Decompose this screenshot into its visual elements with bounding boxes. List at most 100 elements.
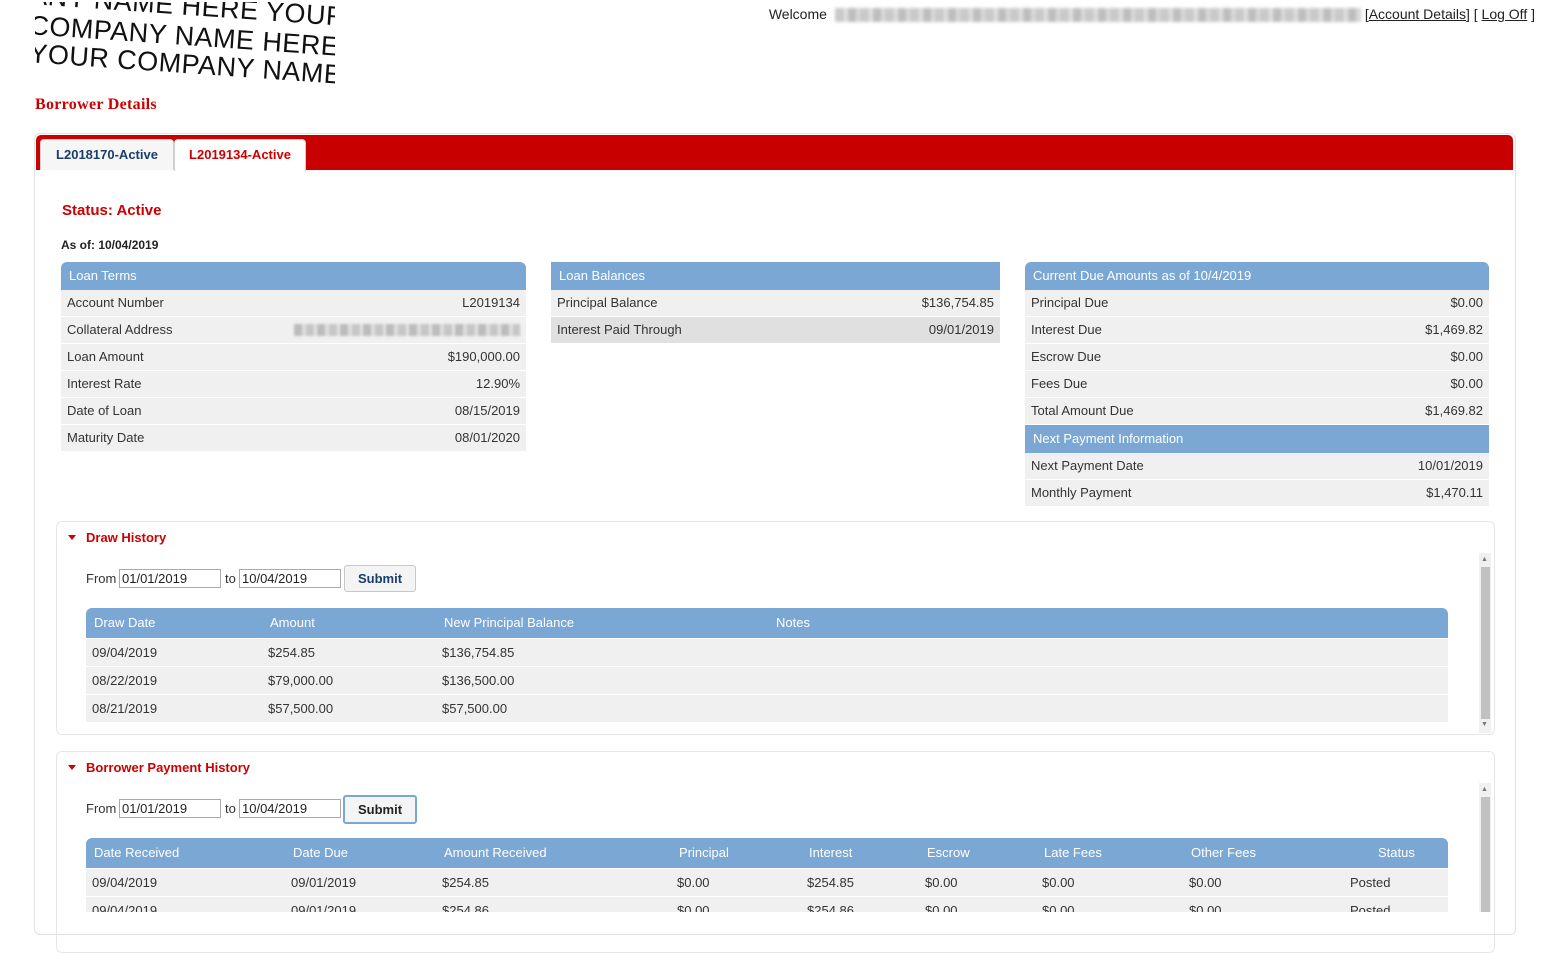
cell: $136,500.00 <box>442 673 515 688</box>
cell: $57,500.00 <box>442 701 508 716</box>
column-header[interactable]: Other Fees <box>1191 845 1257 860</box>
collapse-caret-icon[interactable] <box>68 765 76 770</box>
column-header[interactable]: Interest <box>809 845 853 860</box>
row-label: Loan Amount <box>67 349 144 364</box>
cell: 09/01/2019 <box>291 903 357 913</box>
next-payment-row: Next Payment Date 10/01/2019 <box>1025 453 1489 480</box>
bracket: [ <box>1364 6 1369 22</box>
loan-balances-header: Loan Balances <box>551 262 1000 290</box>
row-label: Principal Balance <box>557 295 658 310</box>
current-due-row: Total Amount Due $1,469.82 <box>1025 398 1489 425</box>
loan-terms-row: Account Number L2019134 <box>61 290 526 317</box>
cell: $254.86 <box>442 903 489 913</box>
row-value: 08/01/2020 <box>454 430 520 445</box>
current-due-table: Current Due Amounts as of 10/4/2019 Prin… <box>1025 262 1489 507</box>
column-header[interactable]: Amount <box>270 615 315 630</box>
draw-to-date-input[interactable] <box>239 569 341 588</box>
as-of-date: As of: 10/04/2019 <box>61 238 159 252</box>
redacted-collateral-address <box>294 324 520 336</box>
cell: $79,000.00 <box>268 673 334 688</box>
payment-history-scrollbar[interactable]: ▲ <box>1479 783 1491 912</box>
row-label: Monthly Payment <box>1031 485 1132 500</box>
row-value: $1,469.82 <box>1425 322 1483 337</box>
company-logo: ANY NAME HERE YOUR COMPANY COMPANY NAME … <box>35 2 335 86</box>
cell: 09/04/2019 <box>92 903 158 913</box>
column-header[interactable]: Amount Received <box>444 845 547 860</box>
tab-loan-l2018170[interactable]: L2018170-Active <box>40 139 174 170</box>
cell: $254.85 <box>268 645 315 660</box>
scrollbar-thumb[interactable] <box>1481 567 1490 719</box>
column-header[interactable]: Status <box>1378 845 1415 860</box>
current-due-header: Current Due Amounts as of 10/4/2019 <box>1025 262 1489 290</box>
log-off-link[interactable]: Log Off <box>1481 6 1528 22</box>
scroll-down-arrow-icon[interactable]: ▼ <box>1481 721 1488 728</box>
cell: 09/04/2019 <box>92 875 158 890</box>
loan-terms-row: Maturity Date 08/01/2020 <box>61 425 526 452</box>
row-value: 12.90% <box>475 376 520 391</box>
column-header[interactable]: Principal <box>679 845 729 860</box>
cell: 08/21/2019 <box>92 701 158 716</box>
next-payment-header: Next Payment Information <box>1025 425 1489 453</box>
current-due-row: Interest Due $1,469.82 <box>1025 317 1489 344</box>
column-header[interactable]: Date Received <box>94 845 180 860</box>
draw-from-date-input[interactable] <box>119 569 221 588</box>
column-header[interactable]: Late Fees <box>1044 845 1102 860</box>
row-value: $0.00 <box>1450 376 1483 391</box>
row-value: $136,754.85 <box>921 295 994 310</box>
loan-balances-row: Interest Paid Through 09/01/2019 <box>551 317 1000 344</box>
cell: $254.85 <box>807 875 854 890</box>
cell: Posted <box>1350 875 1391 890</box>
column-header[interactable]: Date Due <box>293 845 348 860</box>
payment-from-date-input[interactable] <box>119 799 221 818</box>
cell: $0.00 <box>1189 903 1222 913</box>
loan-balances-table: Loan Balances Principal Balance $136,754.… <box>551 262 1000 344</box>
cell: $0.00 <box>677 903 710 913</box>
table-row: 09/04/2019 09/01/2019 $254.85 $0.00 $254… <box>86 869 1448 897</box>
row-label: Collateral Address <box>67 322 173 337</box>
payment-submit-button[interactable]: Submit <box>343 795 417 824</box>
collapse-caret-icon[interactable] <box>68 535 76 540</box>
table-row: 09/04/2019 $254.85 $136,754.85 <box>86 639 1448 667</box>
draw-history-title[interactable]: Draw History <box>86 530 167 545</box>
draw-history-scrollbar[interactable]: ▲ ▼ <box>1479 553 1491 733</box>
draw-from-label: From <box>86 571 117 586</box>
cell: $136,754.85 <box>442 645 515 660</box>
column-header[interactable]: Draw Date <box>94 615 156 630</box>
row-value: 10/01/2019 <box>1417 458 1483 473</box>
cell: $0.00 <box>925 903 958 913</box>
row-value: $1,470.11 <box>1426 485 1483 500</box>
row-label: Date of Loan <box>67 403 142 418</box>
row-value: L2019134 <box>462 295 520 310</box>
column-header[interactable]: New Principal Balance <box>444 615 575 630</box>
current-due-row: Principal Due $0.00 <box>1025 290 1489 317</box>
cell: 08/22/2019 <box>92 673 158 688</box>
loan-terms-table: Loan Terms Account Number L2019134 Collat… <box>61 262 526 452</box>
payment-history-title[interactable]: Borrower Payment History <box>86 760 250 775</box>
scroll-up-arrow-icon[interactable]: ▲ <box>1481 786 1488 793</box>
payment-from-label: From <box>86 801 117 816</box>
welcome-label: Welcome <box>768 6 827 22</box>
payment-to-date-input[interactable] <box>239 799 341 818</box>
cell: 09/01/2019 <box>291 875 357 890</box>
scroll-up-arrow-icon[interactable]: ▲ <box>1481 556 1488 563</box>
column-header[interactable]: Notes <box>776 615 810 630</box>
account-details-link[interactable]: Account Details <box>1368 6 1466 22</box>
current-due-row: Escrow Due $0.00 <box>1025 344 1489 371</box>
draw-submit-button[interactable]: Submit <box>344 565 416 592</box>
scrollbar-thumb[interactable] <box>1481 797 1490 912</box>
row-label: Interest Rate <box>67 376 142 391</box>
loan-status: Status: Active <box>62 202 162 219</box>
row-value: $0.00 <box>1450 295 1483 310</box>
table-row: 09/04/2019 09/01/2019 $254.86 $0.00 $254… <box>86 897 1448 913</box>
payment-table-header: Date Received Date Due Amount Received P… <box>86 838 1448 868</box>
column-header[interactable]: Escrow <box>927 845 970 860</box>
row-label: Account Number <box>67 295 164 310</box>
tab-loan-l2019134[interactable]: L2019134-Active <box>174 139 306 171</box>
cell: $0.00 <box>1189 875 1222 890</box>
cell: $0.00 <box>1042 903 1075 913</box>
row-label: Interest Paid Through <box>557 322 682 337</box>
cell: $0.00 <box>677 875 710 890</box>
row-value: 08/15/2019 <box>454 403 520 418</box>
next-payment-row: Monthly Payment $1,470.11 <box>1025 480 1489 507</box>
redacted-user-name <box>834 8 1361 23</box>
